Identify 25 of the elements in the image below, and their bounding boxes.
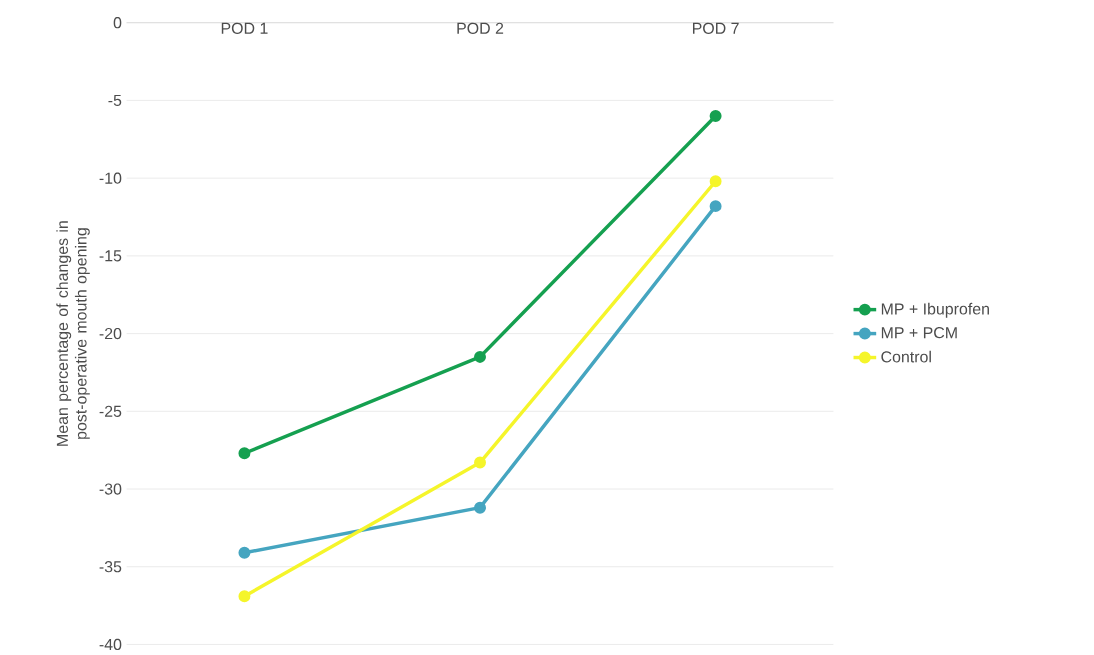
y-tick-label: -35 <box>99 561 122 573</box>
x-tick-label: POD 1 <box>221 22 268 35</box>
y-tick-label: 0 <box>113 17 122 29</box>
y-axis-title: Mean percentage of changes in post-operative mouth opening <box>56 221 90 446</box>
y-tick-label: -15 <box>99 250 122 262</box>
y-tick-label: -5 <box>108 95 122 107</box>
point <box>709 175 722 188</box>
legend-label: MP + PCM <box>881 327 957 339</box>
legend-label: MP + Ibuprofen <box>881 303 989 318</box>
y-tick-label: -25 <box>99 405 122 418</box>
point <box>474 351 486 364</box>
point <box>709 200 722 213</box>
y-tick-label: -10 <box>99 172 122 185</box>
y-tick-label: -30 <box>99 483 122 495</box>
point <box>474 501 486 514</box>
point <box>238 590 251 603</box>
legend-label: Control <box>881 351 931 363</box>
x-tick-label: POD 7 <box>692 22 739 35</box>
point <box>709 110 722 123</box>
y-tick-label: -40 <box>99 639 122 651</box>
point <box>474 456 486 469</box>
x-tick-label: POD 2 <box>457 22 504 35</box>
point <box>238 547 251 559</box>
y-tick-label: -20 <box>99 328 122 340</box>
point <box>238 447 251 460</box>
